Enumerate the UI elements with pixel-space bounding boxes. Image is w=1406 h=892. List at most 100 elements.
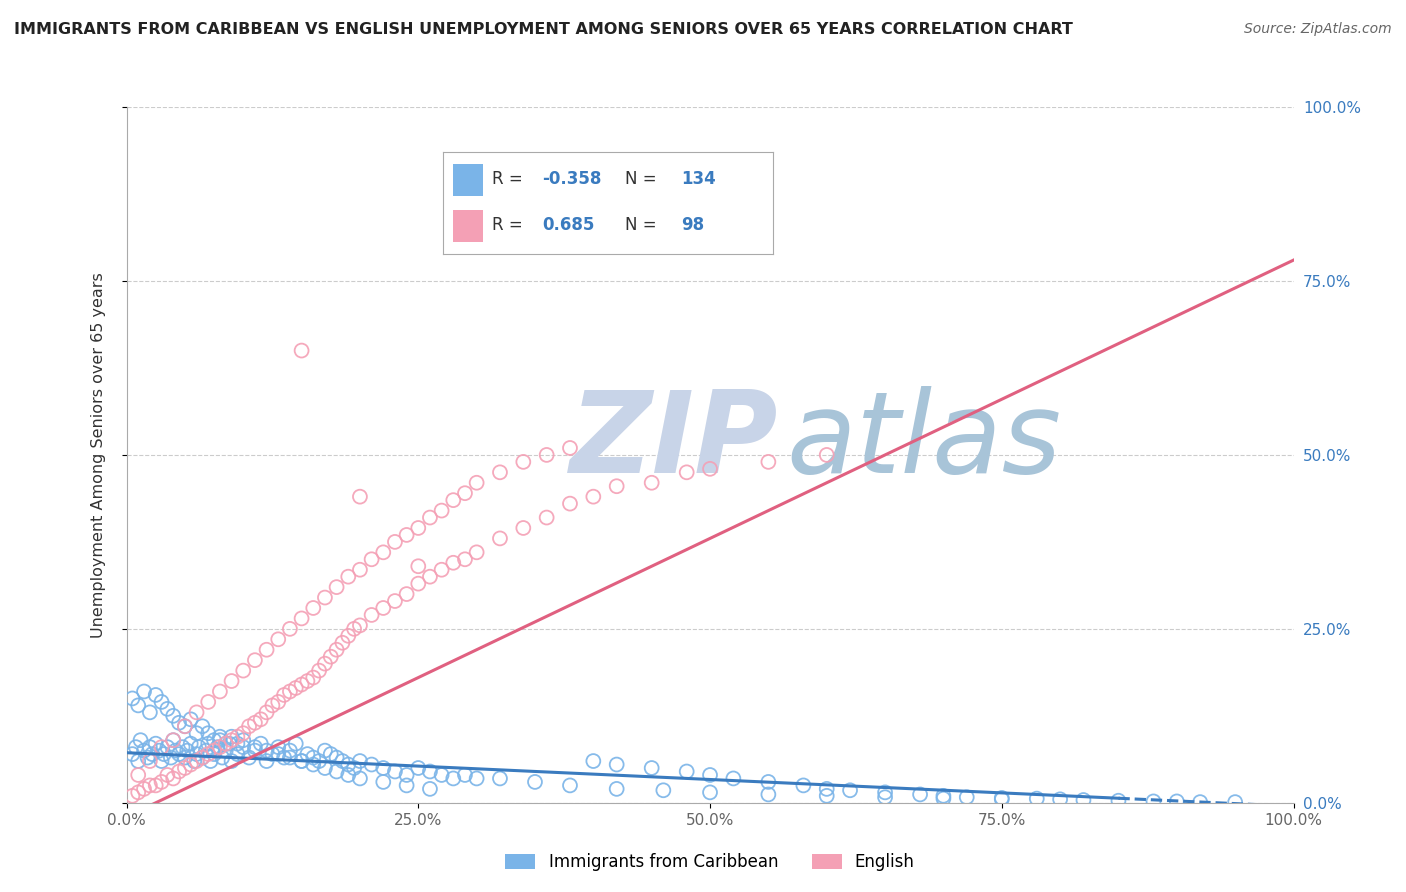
Point bbox=[221, 754, 243, 768]
Text: R =: R = bbox=[492, 217, 529, 235]
Point bbox=[314, 761, 336, 775]
Point bbox=[839, 783, 862, 797]
Point bbox=[512, 455, 534, 469]
Point bbox=[606, 757, 628, 772]
Point bbox=[197, 695, 219, 709]
Point bbox=[489, 532, 512, 546]
Point bbox=[156, 702, 179, 716]
Point bbox=[262, 698, 284, 713]
Point bbox=[145, 688, 167, 702]
Point bbox=[441, 493, 464, 508]
Point bbox=[408, 576, 430, 591]
Point bbox=[302, 757, 325, 772]
Point bbox=[652, 783, 675, 797]
Point bbox=[278, 744, 301, 758]
Point bbox=[256, 706, 278, 720]
Point bbox=[187, 740, 209, 755]
Point bbox=[373, 545, 395, 559]
Text: N =: N = bbox=[624, 170, 661, 188]
Point bbox=[558, 441, 581, 455]
Point bbox=[256, 754, 278, 768]
Point bbox=[226, 737, 249, 751]
Point bbox=[208, 730, 231, 744]
Point bbox=[332, 754, 354, 768]
Point bbox=[284, 737, 307, 751]
Point bbox=[174, 761, 197, 775]
Point bbox=[121, 789, 143, 803]
Point bbox=[238, 750, 260, 764]
Point bbox=[232, 664, 254, 678]
Point bbox=[932, 791, 955, 805]
Point bbox=[200, 754, 222, 768]
Point bbox=[373, 601, 395, 615]
Point bbox=[267, 747, 290, 761]
Point bbox=[290, 677, 312, 691]
Point bbox=[512, 521, 534, 535]
Point bbox=[180, 712, 202, 726]
Point bbox=[419, 510, 441, 524]
Point bbox=[139, 706, 162, 720]
Point bbox=[238, 719, 260, 733]
Point bbox=[290, 754, 312, 768]
Point bbox=[1223, 795, 1246, 809]
Point bbox=[211, 750, 233, 764]
Point bbox=[349, 490, 371, 504]
Point bbox=[278, 684, 301, 698]
Point bbox=[430, 503, 453, 517]
Text: Source: ZipAtlas.com: Source: ZipAtlas.com bbox=[1244, 22, 1392, 37]
Point bbox=[1049, 792, 1071, 806]
Point bbox=[256, 744, 278, 758]
Point bbox=[314, 744, 336, 758]
Point bbox=[314, 591, 336, 605]
Point bbox=[180, 737, 202, 751]
Point bbox=[343, 622, 366, 636]
Point bbox=[221, 730, 243, 744]
Point bbox=[384, 764, 406, 779]
Point bbox=[932, 789, 955, 803]
Point bbox=[172, 740, 194, 755]
Point bbox=[325, 750, 347, 764]
Point bbox=[132, 684, 155, 698]
Point bbox=[156, 768, 179, 782]
Point bbox=[360, 757, 382, 772]
Text: IMMIGRANTS FROM CARIBBEAN VS ENGLISH UNEMPLOYMENT AMONG SENIORS OVER 65 YEARS CO: IMMIGRANTS FROM CARIBBEAN VS ENGLISH UNE… bbox=[14, 22, 1073, 37]
Point bbox=[465, 772, 488, 786]
Point bbox=[132, 781, 155, 796]
Point bbox=[162, 708, 184, 723]
Point bbox=[249, 712, 271, 726]
Point bbox=[395, 587, 418, 601]
Point bbox=[150, 740, 173, 755]
Point bbox=[221, 733, 243, 747]
Point bbox=[606, 781, 628, 796]
Point bbox=[1166, 794, 1188, 808]
Point bbox=[202, 744, 225, 758]
Point bbox=[243, 715, 266, 730]
Point bbox=[232, 740, 254, 755]
Point bbox=[308, 664, 330, 678]
Text: -0.358: -0.358 bbox=[543, 170, 602, 188]
Point bbox=[319, 747, 342, 761]
Point bbox=[408, 521, 430, 535]
Text: 98: 98 bbox=[681, 217, 704, 235]
Point bbox=[756, 788, 779, 802]
Point bbox=[441, 772, 464, 786]
Point bbox=[202, 733, 225, 747]
Text: atlas: atlas bbox=[786, 385, 1062, 497]
Point bbox=[273, 750, 295, 764]
Point bbox=[454, 768, 477, 782]
Point bbox=[419, 781, 441, 796]
Point bbox=[815, 781, 838, 796]
Point bbox=[232, 726, 254, 740]
Point bbox=[756, 775, 779, 789]
Point bbox=[395, 528, 418, 542]
Point bbox=[121, 747, 143, 761]
Point bbox=[273, 688, 295, 702]
Point bbox=[127, 754, 149, 768]
Point bbox=[127, 785, 149, 799]
Point bbox=[792, 778, 814, 792]
Point bbox=[150, 775, 173, 789]
Point bbox=[582, 490, 605, 504]
Point bbox=[297, 747, 319, 761]
Point bbox=[186, 726, 208, 740]
Point bbox=[454, 552, 477, 566]
